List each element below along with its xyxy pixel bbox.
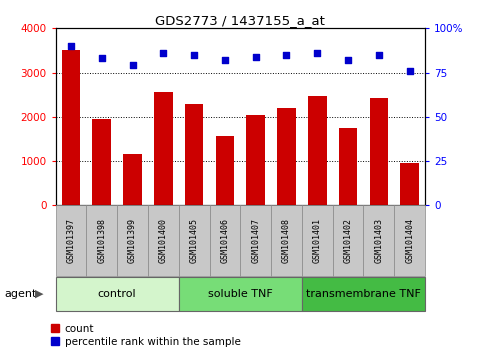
Text: GSM101397: GSM101397 [67, 218, 75, 263]
Text: GSM101405: GSM101405 [190, 218, 199, 263]
Bar [154, 92, 172, 205]
Point [252, 54, 259, 59]
Bar [400, 163, 419, 205]
Point [67, 43, 75, 49]
Bar [148, 205, 179, 276]
Text: soluble TNF: soluble TNF [208, 289, 273, 299]
Bar [179, 205, 210, 276]
Bar [333, 205, 364, 276]
Bar [56, 205, 86, 276]
Bar [185, 104, 203, 205]
Title: GDS2773 / 1437155_a_at: GDS2773 / 1437155_a_at [156, 14, 325, 27]
Text: GSM101407: GSM101407 [251, 218, 260, 263]
Bar [215, 136, 234, 205]
Bar [56, 277, 179, 311]
Text: GSM101402: GSM101402 [343, 218, 353, 263]
Bar [302, 205, 333, 276]
Text: GSM101398: GSM101398 [97, 218, 106, 263]
Bar [277, 108, 296, 205]
Point [128, 63, 136, 68]
Bar [271, 205, 302, 276]
Text: GSM101399: GSM101399 [128, 218, 137, 263]
Text: ▶: ▶ [35, 289, 43, 299]
Text: GSM101401: GSM101401 [313, 218, 322, 263]
Bar [339, 129, 357, 205]
Text: GSM101400: GSM101400 [159, 218, 168, 263]
Point [283, 52, 290, 58]
Text: GSM101404: GSM101404 [405, 218, 414, 263]
Bar [210, 205, 240, 276]
Text: GSM101408: GSM101408 [282, 218, 291, 263]
Bar [92, 119, 111, 205]
Point [159, 50, 167, 56]
Text: transmembrane TNF: transmembrane TNF [306, 289, 421, 299]
Bar [302, 277, 425, 311]
Bar [117, 205, 148, 276]
Bar [308, 96, 327, 205]
Bar [86, 205, 117, 276]
Text: control: control [98, 289, 136, 299]
Bar [123, 154, 142, 205]
Bar [394, 205, 425, 276]
Point [190, 52, 198, 58]
Legend: count, percentile rank within the sample: count, percentile rank within the sample [51, 324, 241, 347]
Text: GSM101406: GSM101406 [220, 218, 229, 263]
Bar [179, 277, 302, 311]
Point [375, 52, 383, 58]
Bar [246, 115, 265, 205]
Point [98, 56, 106, 61]
Bar [369, 98, 388, 205]
Text: agent: agent [5, 289, 37, 299]
Point [406, 68, 413, 74]
Bar [364, 205, 394, 276]
Point [313, 50, 321, 56]
Point [221, 57, 229, 63]
Text: GSM101403: GSM101403 [374, 218, 384, 263]
Bar [62, 50, 80, 205]
Bar [240, 205, 271, 276]
Point [344, 57, 352, 63]
